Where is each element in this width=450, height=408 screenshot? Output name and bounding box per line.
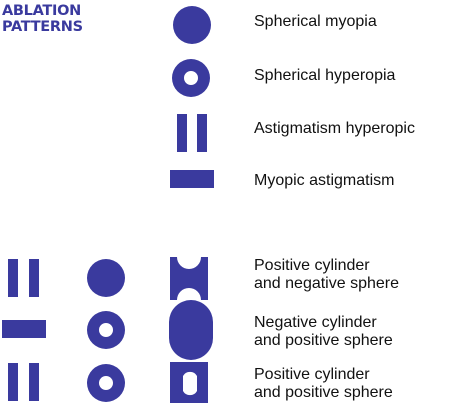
combination-1-line-2: and negative sphere xyxy=(254,275,399,292)
spherical-myopia-shape xyxy=(173,6,211,44)
title-line-2: PATTERNS xyxy=(2,19,83,35)
combination-3-line-2: and positive sphere xyxy=(254,384,393,401)
row1-vertical-bars-shape xyxy=(8,259,39,297)
row3-result-shape xyxy=(170,362,208,403)
combination-1-line-1: Positive cylinder xyxy=(254,257,370,274)
combination-2-label: Negative cylinder and positive sphere xyxy=(254,314,393,350)
legend-label-myopic-astigmatism: Myopic astigmatism xyxy=(254,172,395,189)
row1-filled-circle-shape xyxy=(87,259,125,297)
legend-label-spherical-myopia: Spherical myopia xyxy=(254,13,377,30)
legend-label-spherical-hyperopia: Spherical hyperopia xyxy=(254,67,396,84)
title-line-1: ABLATION xyxy=(2,3,81,19)
astigmatism-hyperopic-shape xyxy=(177,114,207,152)
combination-3-label: Positive cylinder and positive sphere xyxy=(254,366,393,402)
combination-2-line-2: and positive sphere xyxy=(254,332,393,349)
row3-ring-shape xyxy=(87,364,125,402)
row3-vertical-bars-shape xyxy=(8,363,39,401)
row2-horizontal-bar-shape xyxy=(2,320,46,338)
spherical-hyperopia-shape xyxy=(172,59,210,97)
myopic-astigmatism-shape xyxy=(170,170,214,188)
combination-1-label: Positive cylinder and negative sphere xyxy=(254,257,399,293)
diagram-title: ABLATION PATTERNS xyxy=(2,3,83,35)
legend-label-astigmatism-hyperopic: Astigmatism hyperopic xyxy=(254,120,415,137)
combination-2-line-1: Negative cylinder xyxy=(254,314,377,331)
row2-ring-shape xyxy=(87,311,125,349)
row1-result-shape xyxy=(170,257,208,300)
combination-3-line-1: Positive cylinder xyxy=(254,366,370,383)
row2-result-shape xyxy=(169,300,213,360)
